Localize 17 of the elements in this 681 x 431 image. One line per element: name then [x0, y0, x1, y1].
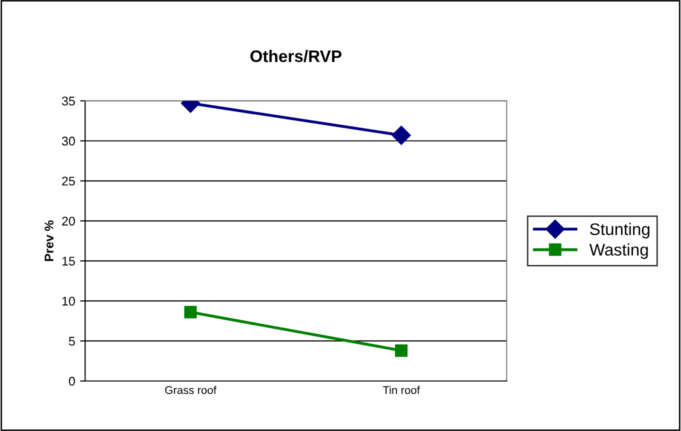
y-tick-label: 35: [62, 96, 75, 106]
y-tick-label: 20: [62, 216, 75, 226]
x-tick-label: Grass roof: [165, 386, 216, 394]
y-tick-label: 30: [62, 136, 75, 146]
y-tick-label: 10: [62, 296, 75, 306]
chart-title: Others/RVP: [250, 50, 342, 62]
point: [395, 344, 408, 357]
y-tick-label: 15: [62, 256, 75, 266]
y-tick-label: 25: [62, 176, 75, 186]
point: [392, 126, 411, 145]
y-tick-label: 0: [68, 376, 75, 386]
x-tick-label: Tin roof: [382, 386, 420, 394]
legend-label: Stunting: [590, 222, 650, 238]
point: [184, 306, 197, 318]
y-axis-title: Prev %: [44, 220, 54, 261]
y-tick-label: 5: [68, 336, 75, 346]
legend-label: Wasting: [589, 243, 648, 259]
